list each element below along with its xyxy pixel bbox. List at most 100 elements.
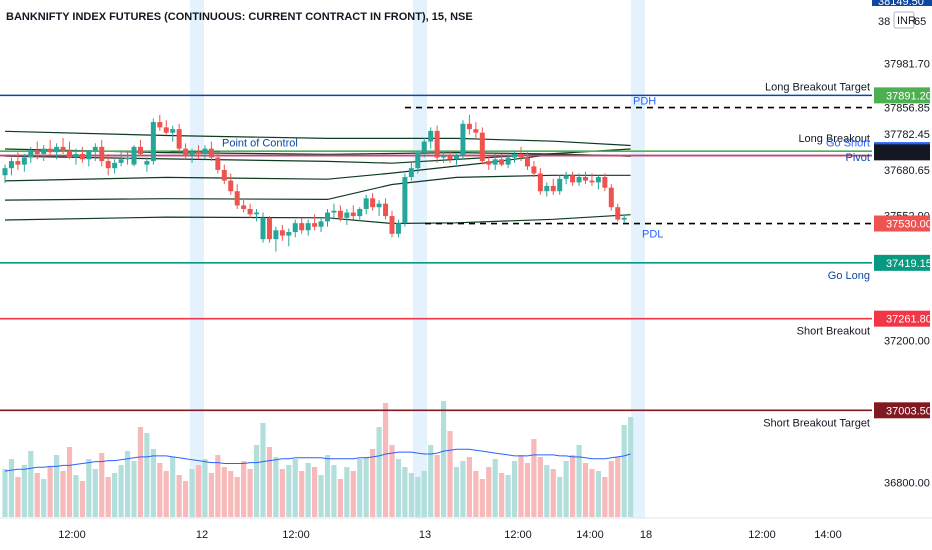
candle-body (67, 150, 72, 158)
candle-body (486, 161, 492, 165)
price-label-10: 36800.00 (884, 478, 930, 490)
volume-bar (537, 457, 543, 517)
volume-bar (473, 471, 479, 517)
last-price-badge (874, 144, 930, 161)
candle-body (73, 153, 79, 158)
candle-body (189, 152, 195, 156)
level-name-1: PDH (633, 96, 656, 108)
candle-body (254, 212, 260, 215)
price-label-0: 37981.70 (884, 58, 930, 70)
candle-body (395, 223, 401, 234)
chart-title: BANKNIFTY INDEX FUTURES (CONTINUOUS: CUR… (6, 11, 473, 23)
volume-bar (221, 467, 227, 517)
candle-body (570, 175, 576, 183)
candle-body (247, 208, 253, 215)
candle-body (454, 155, 459, 160)
candle-body (602, 177, 608, 188)
candle-body (183, 148, 189, 156)
candle-body (576, 177, 582, 183)
time-label-7: 12:00 (748, 529, 776, 541)
candle-body (363, 198, 369, 209)
volume-bar (421, 471, 427, 517)
candle-body (34, 150, 40, 154)
volume-bar (66, 447, 73, 517)
volume-bar (447, 431, 453, 517)
volume-bar (415, 477, 421, 517)
volume-bar (54, 455, 60, 517)
level-name-8: Go Long (828, 270, 870, 282)
level-name-4: Go Short (826, 138, 870, 150)
candle-body (150, 122, 156, 162)
volume-bar (524, 463, 531, 517)
session-breaks (190, 0, 645, 518)
volume-bar (299, 471, 305, 517)
currency-badge[interactable] (893, 11, 915, 29)
price-badges: 37891.2037733.8537736.9037530.0037419.15… (874, 87, 932, 419)
volume-bar (189, 469, 195, 517)
price-badge-label-8: 37419.15 (886, 258, 932, 270)
volume-bar (492, 459, 498, 517)
candle-body (524, 157, 530, 167)
candle-body (215, 157, 221, 170)
volume-bar (253, 445, 260, 517)
candle-body (228, 180, 234, 192)
candle-body (589, 180, 595, 183)
candle-body (41, 148, 47, 154)
price-label-3: 37782.45 (884, 129, 930, 141)
volume-bar (382, 403, 389, 517)
time-label-3: 13 (419, 529, 431, 541)
candle-body (337, 210, 343, 218)
time-label-1: 12 (196, 529, 208, 541)
candle-body (595, 177, 601, 183)
candle-body (563, 175, 569, 179)
volume-bar (312, 467, 318, 517)
candle-body (118, 159, 124, 163)
partial-price-label: 38 (878, 16, 890, 28)
volume-bar (273, 457, 279, 517)
candle-body (415, 152, 421, 169)
price-badge-label-10: 37003.50 (886, 405, 932, 417)
candle-body (163, 127, 169, 133)
time-axis: 12:00 12 12:00 13 12:00 14:00 18 12:00 14:00 (58, 529, 842, 541)
volume-bar (8, 459, 15, 517)
volume-bar (511, 461, 518, 517)
candle-body (621, 217, 627, 220)
candle-body (312, 223, 318, 227)
candle-body (479, 132, 485, 162)
volume-bar (350, 471, 356, 517)
volume-bar (466, 457, 472, 517)
volume-bar (247, 469, 253, 517)
volume-bar (279, 469, 285, 517)
volume-bar (389, 445, 395, 517)
candle-body (60, 146, 66, 151)
volume-bar (241, 461, 247, 517)
candle-body (86, 150, 92, 160)
volume-bar (557, 477, 563, 517)
volume-bar (286, 465, 292, 517)
volume-bar (544, 465, 550, 517)
candle-body (325, 212, 330, 222)
candle-body (292, 223, 298, 233)
price-badge-8 (874, 254, 930, 271)
volume-bar (550, 469, 556, 517)
candle-body (331, 210, 337, 213)
candle-body (344, 212, 350, 218)
volume-bar (453, 467, 460, 517)
volume-bar (518, 455, 524, 517)
volume-bar (628, 417, 634, 517)
volume-bar (363, 457, 369, 517)
candle-body (273, 230, 279, 240)
candle-body (15, 161, 21, 165)
candle-body (176, 129, 182, 149)
candle-body (389, 216, 395, 234)
candle-body (112, 162, 118, 169)
volume-bar (428, 445, 434, 517)
candle-body (557, 178, 563, 192)
price-badge-label-0: 37891.20 (886, 90, 932, 102)
level-name-10: Short Breakout Target (763, 417, 870, 429)
candle-body (376, 203, 382, 208)
volume-bar (499, 473, 505, 517)
volume-bar (2, 469, 8, 517)
currency-label: INR (897, 15, 916, 27)
